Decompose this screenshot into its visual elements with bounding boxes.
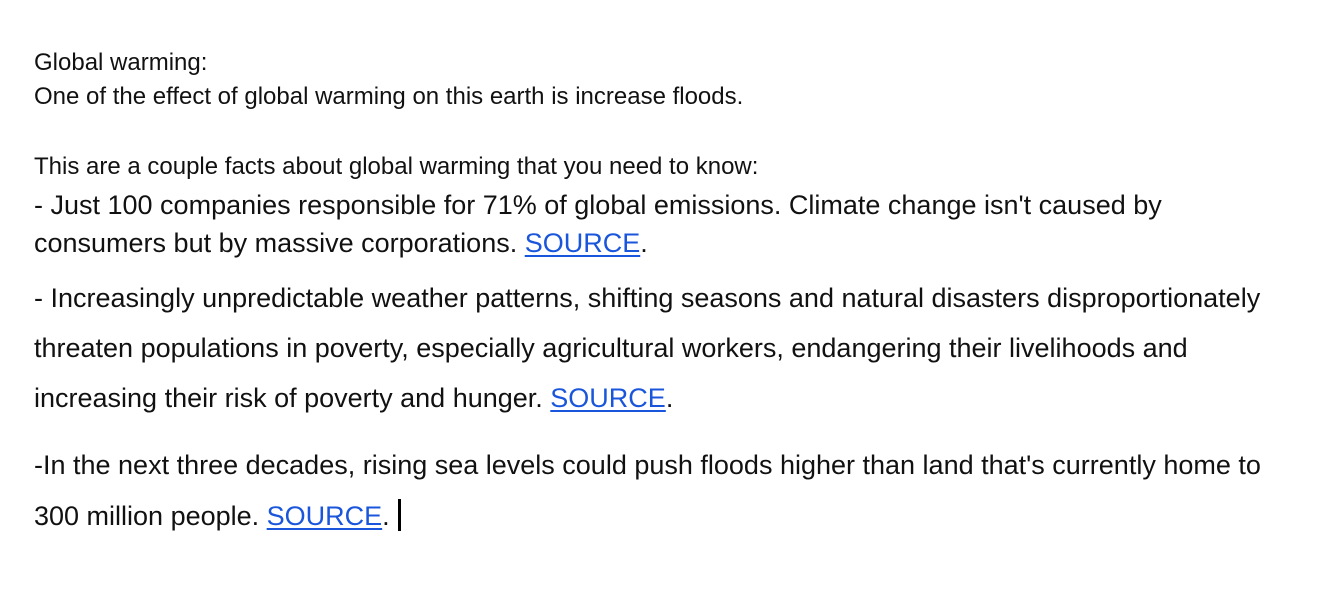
- fact-text: -In the next three decades, rising sea l…: [34, 450, 1261, 531]
- fact-text: - Increasingly unpredictable weather pat…: [34, 283, 1261, 413]
- source-link[interactable]: SOURCE: [550, 383, 666, 413]
- fact-period: .: [665, 383, 674, 413]
- fact-paragraph-emissions: - Just 100 companies responsible for 71%…: [34, 186, 1274, 262]
- fact-paragraph-poverty: - Increasingly unpredictable weather pat…: [34, 273, 1274, 423]
- fact-text: - Just 100 companies responsible for 71%…: [34, 190, 1162, 258]
- facts-lead-sentence: This are a couple facts about global war…: [34, 153, 759, 180]
- source-link[interactable]: SOURCE: [266, 501, 383, 531]
- fact-period: .: [640, 228, 648, 258]
- fact-period: .: [382, 501, 390, 531]
- document-heading: Global warming:: [34, 49, 208, 76]
- source-link[interactable]: SOURCE: [524, 228, 641, 258]
- fact-paragraph-sea-levels: -In the next three decades, rising sea l…: [34, 440, 1274, 542]
- intro-sentence: One of the effect of global warming on t…: [34, 83, 744, 110]
- text-cursor: [397, 499, 401, 531]
